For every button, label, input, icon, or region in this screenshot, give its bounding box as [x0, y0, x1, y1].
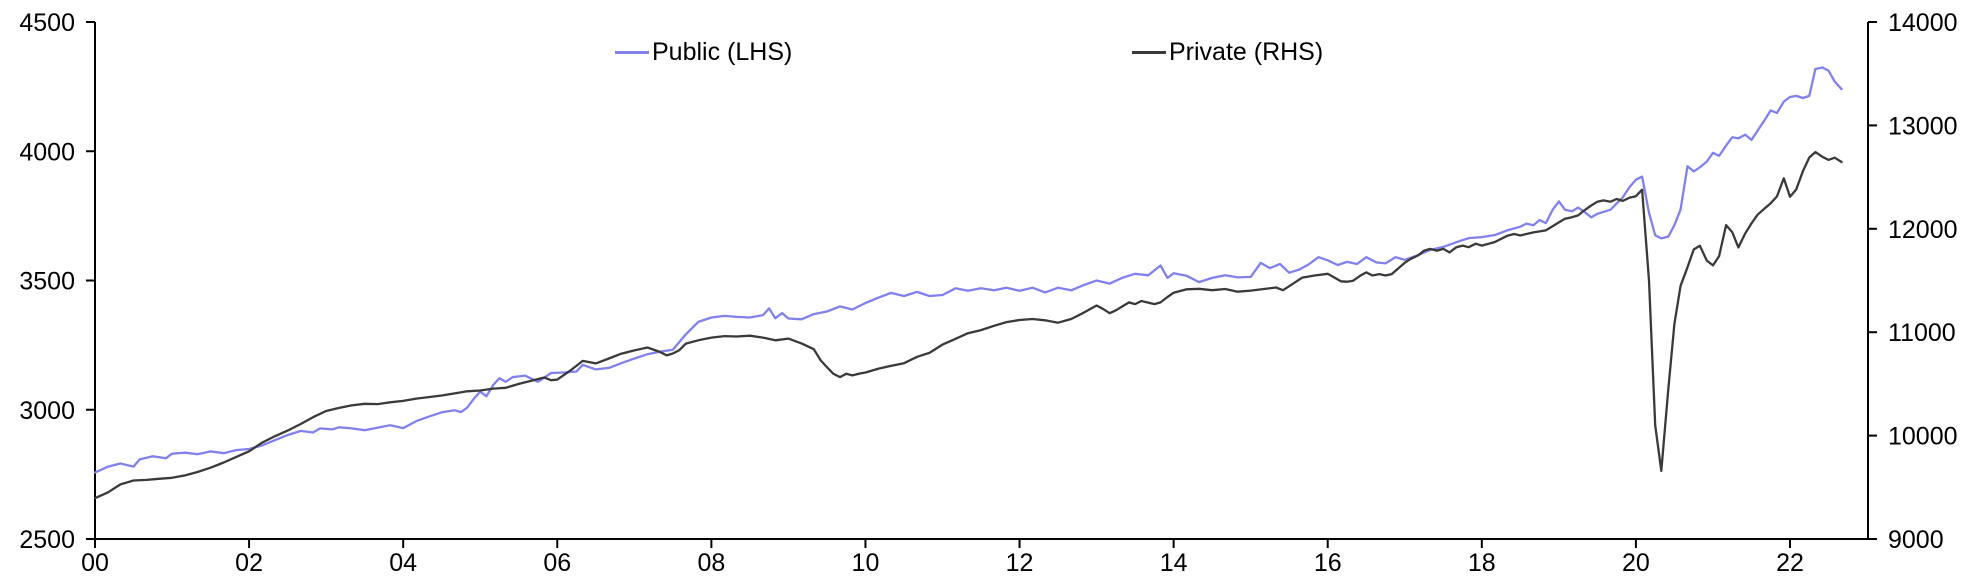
series-line-private — [93, 150, 1843, 500]
x-axis-tick-label: 14 — [1160, 549, 1188, 577]
left-axis-tick-label: 3000 — [19, 397, 75, 425]
x-axis-tick-label: 20 — [1622, 549, 1650, 577]
x-axis-tick-label: 06 — [543, 549, 571, 577]
x-axis-tick-label: 00 — [81, 549, 109, 577]
left-axis-tick-label: 4000 — [19, 138, 75, 166]
x-axis-tick-label: 18 — [1468, 549, 1496, 577]
x-axis-tick-label: 08 — [697, 549, 725, 577]
x-axis-tick-label: 10 — [852, 549, 880, 577]
right-axis-tick-label: 13000 — [1888, 112, 1958, 140]
x-axis-tick-label: 12 — [1006, 549, 1034, 577]
right-axis-tick-label: 12000 — [1888, 216, 1958, 244]
left-axis-tick-label: 2500 — [19, 526, 75, 554]
right-axis-tick-label: 11000 — [1888, 319, 1956, 347]
left-axis-tick-label: 4500 — [19, 9, 75, 37]
right-axis-tick-label: 14000 — [1888, 9, 1958, 37]
x-axis-tick-label: 04 — [389, 549, 417, 577]
right-axis-tick-label: 9000 — [1888, 526, 1944, 554]
left-axis-tick-label: 3500 — [19, 268, 75, 296]
x-axis-tick-label: 16 — [1314, 549, 1342, 577]
right-axis-tick-label: 10000 — [1888, 423, 1958, 451]
x-axis-tick-label: 22 — [1776, 549, 1804, 577]
axis-frame — [94, 22, 1869, 540]
x-axis-tick-label: 02 — [235, 549, 263, 577]
series-line-public — [93, 66, 1843, 474]
